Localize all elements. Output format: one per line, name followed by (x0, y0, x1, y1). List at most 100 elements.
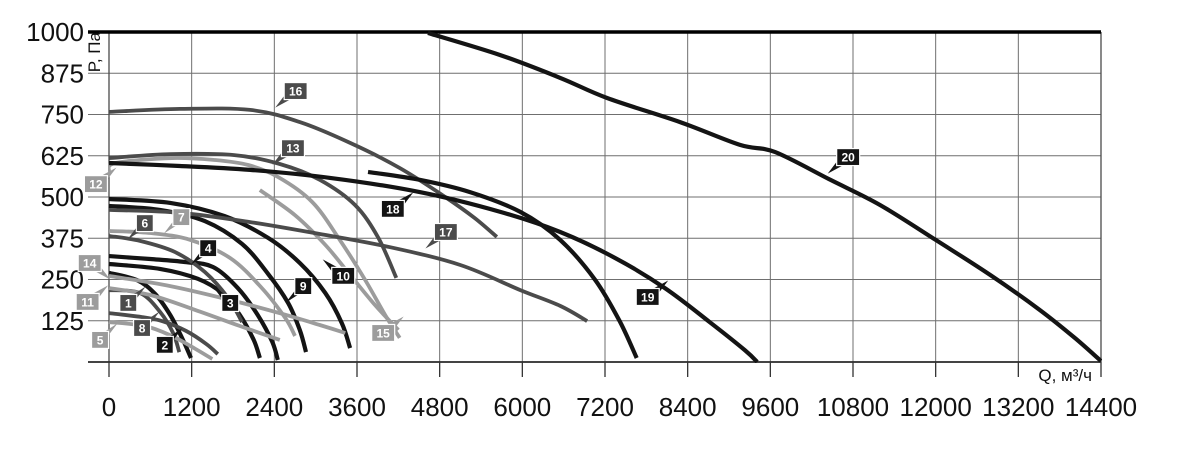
badge-label: 8 (139, 322, 146, 336)
badge-label: 3 (227, 296, 234, 310)
badge-box (280, 139, 306, 158)
curve-15 (258, 188, 400, 332)
curve-badge-6: 6 (127, 213, 154, 240)
curve-badge-4: 4 (190, 239, 218, 265)
x-tick-label: 1200 (163, 392, 221, 422)
badge-label: 11 (81, 295, 94, 309)
x-axis-title: Q, м³/ч (1038, 366, 1092, 385)
badge-box (221, 293, 240, 313)
curve-8 (108, 311, 220, 356)
curve-badge-18: 18 (380, 192, 414, 218)
curve-badge-7: 7 (163, 208, 191, 234)
curve-19 (108, 160, 759, 363)
x-tick-label: 14400 (1065, 392, 1137, 422)
x-tick-label: 3600 (328, 392, 386, 422)
badge-box (135, 213, 154, 233)
badge-label: 6 (141, 217, 148, 231)
badge-label: 17 (439, 225, 453, 239)
curve-16 (108, 106, 499, 239)
x-tick-label: 8400 (659, 392, 717, 422)
badge-label: 19 (641, 290, 655, 304)
curve-badge-8: 8 (132, 311, 160, 338)
curve-badge-1: 1 (119, 286, 146, 313)
x-tick-label: 2400 (245, 392, 303, 422)
badge-box (199, 239, 218, 258)
curve-20 (427, 30, 1102, 363)
badge-box (155, 335, 174, 354)
badge-box (331, 266, 356, 285)
y-tick-label: 875 (41, 58, 84, 88)
x-tick-label: 10800 (817, 392, 889, 422)
badge-label: 9 (300, 280, 307, 294)
curve-badge-3: 3 (212, 286, 240, 313)
badge-label: 15 (376, 326, 390, 340)
curve-badge-19: 19 (635, 280, 669, 307)
x-tick-label: 6000 (493, 392, 551, 422)
badge-label: 18 (386, 202, 400, 216)
badge-box (294, 277, 313, 296)
curves-layer (108, 30, 1102, 363)
y-tick-label: 250 (41, 265, 84, 295)
badge-box (90, 330, 110, 349)
y-tick-label: 1000 (26, 17, 84, 47)
x-ticks: 0 1200 2400 3600 4800 6000 7200 8400 9600 10800 12… (102, 362, 1137, 422)
curve-13 (108, 151, 399, 279)
y-tick-label: 750 (41, 100, 84, 130)
curve-badge-16: 16 (275, 81, 308, 108)
badge-box (75, 292, 100, 312)
badge-label: 16 (289, 85, 303, 99)
badge-label: 7 (178, 211, 185, 225)
curve-badge-5: 5 (90, 323, 118, 349)
badge-box (77, 253, 102, 273)
y-tick-label: 625 (41, 141, 84, 171)
badge-box (119, 293, 138, 313)
curve-badge-14: 14 (77, 253, 111, 280)
badge-box (132, 318, 152, 338)
badge-label: 14 (83, 257, 97, 271)
badge-box (172, 208, 191, 227)
badge-box (380, 199, 405, 218)
badge-box (836, 147, 861, 167)
badge-box (371, 323, 396, 343)
x-tick-label: 4800 (411, 392, 469, 422)
badge-box (83, 175, 109, 194)
curve-badge-9: 9 (285, 277, 313, 303)
x-tick-label: 12000 (900, 392, 972, 422)
curve-badge-20: 20 (827, 147, 861, 174)
curve-badge-11: 11 (75, 285, 109, 312)
badge-label: 5 (97, 333, 104, 347)
curve-7 (108, 229, 297, 337)
badge-box (433, 222, 458, 242)
curve-badge-2: 2 (155, 328, 183, 354)
x-tick-label: 13200 (982, 392, 1054, 422)
badge-label: 13 (286, 142, 300, 156)
curve-17 (108, 207, 589, 323)
x-tick-label: 9600 (741, 392, 799, 422)
curve-10 (108, 196, 353, 349)
curve-badge-17: 17 (425, 222, 458, 249)
badge-label: 20 (841, 151, 855, 165)
curve-11 (108, 286, 281, 342)
badge-label: 4 (205, 242, 212, 256)
curve-4 (108, 253, 280, 361)
x-tick-label: 7200 (576, 392, 634, 422)
axes-frame (88, 30, 1102, 363)
curve-badge-10: 10 (322, 259, 356, 285)
badge-label: 10 (337, 269, 351, 283)
curve-badge-12: 12 (83, 167, 117, 194)
curve-badge-13: 13 (272, 139, 306, 165)
badge-box (283, 81, 308, 101)
badge-box (635, 287, 660, 307)
curve-12 (108, 156, 402, 339)
x-tick-label: 0 (102, 392, 116, 422)
badge-label: 2 (161, 338, 168, 352)
curve-badge-15: 15 (371, 316, 404, 343)
curve-18 (367, 169, 639, 359)
y-tick-label: 500 (41, 182, 84, 212)
curve-14 (108, 273, 346, 335)
y-tick-label: 375 (41, 223, 84, 253)
